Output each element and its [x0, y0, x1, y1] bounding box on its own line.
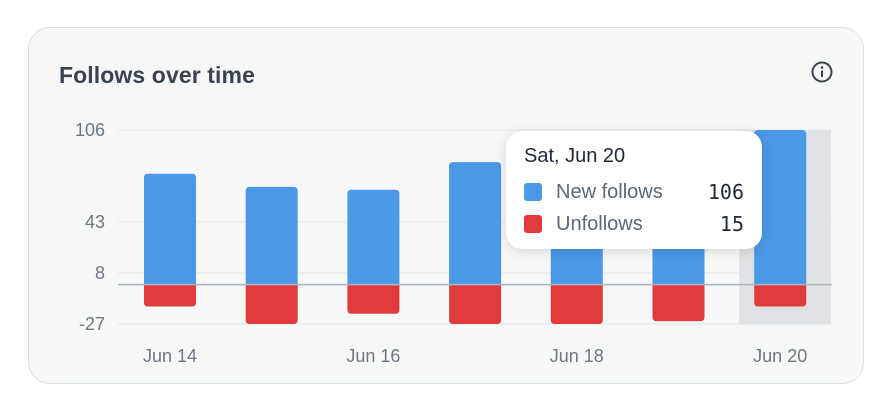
new-follows-bar	[754, 130, 807, 285]
new-follows-bar	[449, 162, 502, 285]
new-follows-swatch	[524, 183, 542, 201]
new-follows-bar	[245, 186, 298, 285]
tooltip-series-name: Unfollows	[556, 212, 643, 235]
unfollows-bar	[144, 284, 196, 307]
x-tick-label: Jun 14	[143, 346, 197, 366]
new-follows-bar	[347, 189, 400, 285]
unfollows-bar	[550, 284, 603, 324]
unfollows-bar	[347, 284, 400, 314]
unfollows-bar	[449, 284, 502, 324]
unfollows-bar	[245, 284, 298, 324]
unfollows-swatch	[524, 215, 542, 233]
tooltip-date: Sat, Jun 20	[524, 145, 626, 167]
chart-tooltip: Sat, Jun 20 New follows 106 Unfollows 15	[506, 131, 762, 249]
tooltip-series-value: 106	[707, 180, 744, 204]
card-title: Follows over time	[59, 62, 255, 88]
y-tick-label: 8	[95, 263, 105, 283]
x-tick-label: Jun 20	[753, 346, 807, 366]
tooltip-series-value: 15	[719, 212, 744, 236]
unfollows-bar	[652, 284, 705, 322]
unfollows-bar	[754, 284, 807, 307]
y-tick-label: 43	[85, 212, 105, 232]
tooltip-row-new-follows: New follows 106	[524, 176, 744, 208]
tooltip-series-name: New follows	[556, 180, 663, 203]
x-tick-label: Jun 16	[346, 346, 400, 366]
y-tick-label: 106	[75, 120, 105, 140]
tooltip-row-unfollows: Unfollows 15	[524, 208, 744, 240]
info-icon[interactable]	[811, 61, 833, 83]
x-tick-label: Jun 18	[550, 346, 604, 366]
new-follows-bar	[144, 173, 196, 285]
y-tick-label: -27	[79, 314, 105, 334]
